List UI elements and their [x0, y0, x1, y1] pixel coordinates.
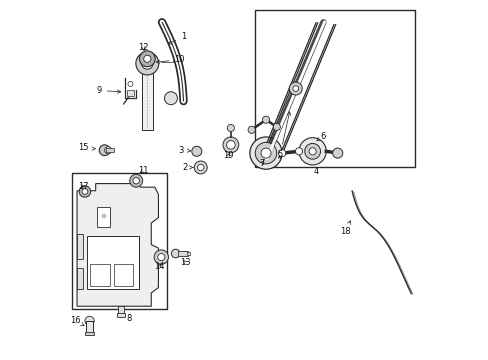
Bar — [118, 306, 124, 315]
Bar — [77, 234, 83, 259]
Text: 15: 15 — [79, 143, 95, 152]
Circle shape — [197, 164, 203, 171]
Text: 9: 9 — [97, 86, 121, 95]
Circle shape — [129, 174, 142, 187]
Text: 4: 4 — [313, 167, 318, 176]
Text: 5: 5 — [277, 112, 290, 159]
Bar — [142, 65, 153, 130]
Bar — [178, 251, 188, 256]
Circle shape — [99, 145, 110, 156]
Text: 19: 19 — [223, 151, 233, 160]
Circle shape — [154, 250, 168, 264]
Circle shape — [104, 147, 112, 154]
Circle shape — [304, 143, 320, 159]
Bar — [72, 173, 166, 309]
Circle shape — [308, 148, 316, 155]
Circle shape — [298, 138, 325, 165]
Text: 6: 6 — [316, 132, 325, 141]
Text: 1: 1 — [168, 32, 186, 44]
Text: 11: 11 — [138, 166, 148, 175]
Bar — [127, 90, 133, 96]
Circle shape — [292, 86, 298, 91]
Circle shape — [142, 58, 153, 69]
Circle shape — [171, 249, 180, 258]
Bar — [255, 10, 414, 167]
Circle shape — [278, 149, 285, 157]
Circle shape — [227, 125, 234, 132]
Bar — [85, 332, 94, 335]
Circle shape — [226, 140, 235, 149]
Bar — [187, 252, 190, 255]
Text: 10: 10 — [156, 55, 184, 64]
Circle shape — [262, 116, 269, 123]
Circle shape — [158, 253, 164, 261]
Circle shape — [261, 148, 270, 158]
Circle shape — [143, 55, 151, 62]
Circle shape — [139, 51, 155, 67]
Circle shape — [295, 148, 302, 155]
Circle shape — [273, 123, 280, 131]
Circle shape — [136, 52, 159, 75]
Circle shape — [79, 186, 90, 197]
Circle shape — [332, 148, 342, 158]
Circle shape — [249, 137, 282, 169]
Bar — [90, 264, 110, 286]
Text: 18: 18 — [339, 221, 350, 237]
Circle shape — [255, 142, 276, 164]
Text: 13: 13 — [180, 258, 190, 267]
Circle shape — [164, 92, 177, 105]
Circle shape — [85, 316, 94, 325]
Text: 12: 12 — [138, 43, 148, 52]
Text: 17: 17 — [79, 182, 89, 191]
Text: 8: 8 — [126, 314, 131, 323]
Circle shape — [194, 161, 207, 174]
Bar — [77, 268, 83, 289]
Polygon shape — [77, 184, 158, 306]
Bar — [86, 320, 93, 333]
Bar — [86, 235, 139, 289]
Text: 3: 3 — [178, 146, 190, 155]
Circle shape — [133, 177, 139, 184]
Bar — [106, 148, 113, 152]
Text: 16: 16 — [70, 316, 84, 325]
Text: 14: 14 — [154, 262, 164, 271]
Text: 7: 7 — [259, 159, 264, 168]
Circle shape — [191, 146, 202, 156]
Circle shape — [82, 189, 88, 194]
Circle shape — [247, 126, 255, 134]
Text: 2: 2 — [182, 163, 193, 172]
Bar — [97, 207, 110, 226]
Bar — [113, 264, 133, 286]
Text: 0: 0 — [102, 215, 105, 220]
Circle shape — [223, 137, 238, 153]
Circle shape — [128, 81, 133, 86]
Bar — [117, 314, 125, 317]
Circle shape — [289, 82, 302, 95]
